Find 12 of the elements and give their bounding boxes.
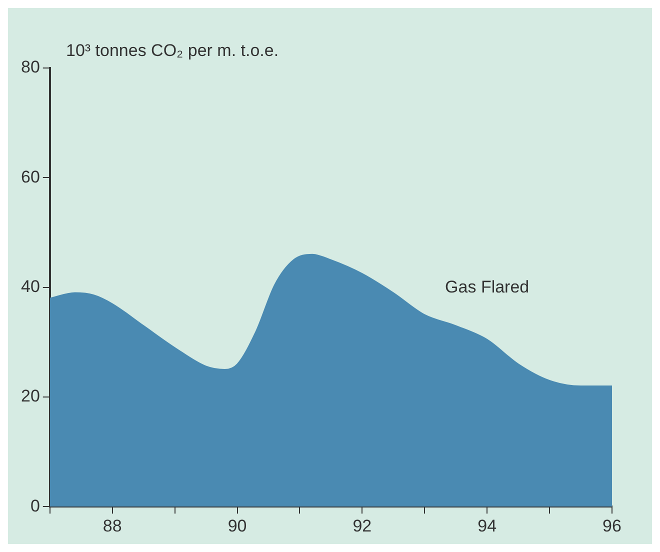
y-tick-label: 20 xyxy=(20,386,40,406)
x-tick-label: 88 xyxy=(102,516,122,536)
y-axis-title: 10³ tonnes CO₂ per m. t.o.e. xyxy=(66,41,279,60)
y-tick-label: 40 xyxy=(20,276,40,296)
y-tick-label: 80 xyxy=(20,58,40,77)
x-tick-label: 96 xyxy=(602,516,622,536)
x-tick-label: 90 xyxy=(228,516,247,536)
y-tick-label: 0 xyxy=(30,496,40,516)
x-tick-label: 92 xyxy=(352,516,372,536)
series-label: Gas Flared xyxy=(445,277,530,296)
y-tick-label: 60 xyxy=(20,167,40,186)
x-tick-label: 94 xyxy=(478,516,497,536)
